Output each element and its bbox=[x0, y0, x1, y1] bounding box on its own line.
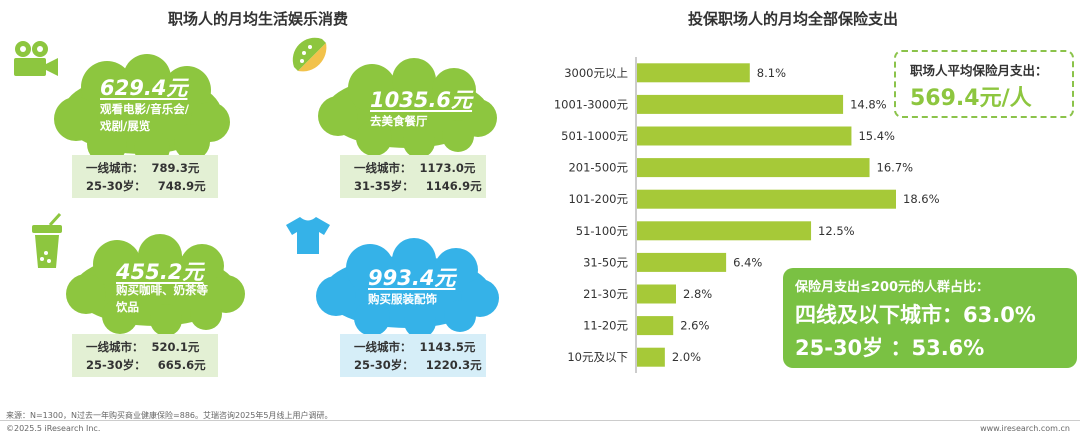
category-label: 31-50元 bbox=[583, 255, 628, 269]
average-insurance-callout: 职场人平均保险月支出： 569.4元/人 bbox=[894, 50, 1074, 118]
tshirt-icon bbox=[284, 215, 332, 259]
category-label: 51-100元 bbox=[576, 224, 629, 238]
consumption-cloud-drinks: 455.2元 购买咖啡、奶茶等 饮品 bbox=[62, 234, 248, 336]
highlight-heading: 保险月支出≤200元的人群占比： bbox=[795, 280, 990, 295]
bar bbox=[637, 347, 665, 367]
bar bbox=[637, 316, 674, 336]
stat-line: 31-35岁： 1146.9元 bbox=[354, 179, 482, 193]
consumption-amount: 1035.6元 bbox=[370, 88, 473, 112]
consumption-description: 购买服装配饰 bbox=[368, 292, 437, 306]
callout-label: 职场人平均保险月支出： bbox=[910, 63, 1048, 78]
stat-line: 一线城市： 1173.0元 bbox=[354, 161, 476, 175]
category-label: 1001-3000元 bbox=[554, 97, 629, 111]
bar bbox=[637, 189, 896, 209]
consumption-stat-box: 一线城市： 1143.5元 25-30岁： 1220.3元 bbox=[340, 334, 486, 377]
value-label: 15.4% bbox=[858, 129, 895, 143]
value-label: 2.6% bbox=[680, 319, 709, 333]
consumption-cloud-dining: 1035.6元 去美食餐厅 bbox=[314, 58, 500, 158]
consumption-amount: 455.2元 bbox=[116, 260, 204, 284]
stat-line: 一线城市： 1143.5元 bbox=[354, 340, 476, 354]
website: www.iresearch.com.cn bbox=[980, 424, 1070, 433]
category-label: 21-30元 bbox=[583, 287, 628, 301]
consumption-stat-box: 一线城市： 520.1元 25-30岁： 665.6元 bbox=[72, 334, 218, 377]
consumption-cloud-clothing: 993.4元 购买服装配饰 bbox=[312, 238, 502, 338]
bar bbox=[637, 126, 852, 146]
category-label: 10元及以下 bbox=[567, 350, 628, 364]
footer-divider bbox=[0, 420, 1080, 421]
stat-line: 25-30岁： 665.6元 bbox=[86, 358, 206, 372]
taco-icon bbox=[288, 33, 330, 79]
bar bbox=[637, 63, 750, 83]
highlight-line-1: 四线及以下城市：63.0% bbox=[795, 303, 1036, 327]
bar bbox=[637, 94, 844, 114]
value-label: 2.0% bbox=[672, 350, 701, 364]
category-label: 201-500元 bbox=[568, 161, 628, 175]
consumption-description: 观看电影/音乐会/ 戏剧/展览 bbox=[100, 102, 189, 133]
highlight-box: 保险月支出≤200元的人群占比： 四线及以下城市：63.0% 25-30岁 ：5… bbox=[783, 268, 1077, 368]
source-note: 来源：N=1300，N过去一年购买商业健康保险=886。艾瑞咨询2025年5月线… bbox=[6, 411, 333, 420]
stat-line: 一线城市： 520.1元 bbox=[86, 340, 200, 354]
category-label: 501-1000元 bbox=[561, 129, 628, 143]
stat-line: 一线城市： 789.3元 bbox=[86, 161, 200, 175]
category-label: 101-200元 bbox=[568, 192, 628, 206]
category-label: 11-20元 bbox=[583, 319, 628, 333]
movie-camera-icon bbox=[12, 40, 60, 82]
consumption-amount: 629.4元 bbox=[100, 76, 188, 100]
value-label: 2.8% bbox=[683, 287, 712, 301]
bar bbox=[637, 284, 676, 304]
value-label: 18.6% bbox=[903, 192, 940, 206]
callout-value: 569.4元/人 bbox=[910, 86, 1032, 111]
bar bbox=[637, 158, 870, 178]
consumption-amount: 993.4元 bbox=[368, 266, 456, 290]
bar bbox=[637, 252, 727, 272]
left-section-title: 职场人的月均生活娱乐消费 bbox=[168, 10, 349, 28]
right-section-title: 投保职场人的月均全部保险支出 bbox=[688, 10, 899, 28]
drink-cup-icon bbox=[30, 212, 64, 273]
copyright: ©2025.5 iResearch Inc. bbox=[6, 424, 101, 433]
value-label: 14.8% bbox=[850, 97, 887, 111]
consumption-description: 购买咖啡、奶茶等 饮品 bbox=[116, 283, 208, 314]
consumption-stat-box: 一线城市： 1173.0元 31-35岁： 1146.9元 bbox=[340, 155, 486, 198]
consumption-description: 去美食餐厅 bbox=[370, 114, 428, 128]
bar bbox=[637, 221, 812, 241]
value-label: 16.7% bbox=[877, 161, 914, 175]
stat-line: 25-30岁： 1220.3元 bbox=[354, 358, 482, 372]
highlight-line-2: 25-30岁 ：53.6% bbox=[795, 336, 985, 360]
value-label: 6.4% bbox=[733, 255, 762, 269]
consumption-stat-box: 一线城市： 789.3元 25-30岁： 748.9元 bbox=[72, 155, 218, 198]
value-label: 8.1% bbox=[757, 66, 786, 80]
stat-line: 25-30岁： 748.9元 bbox=[86, 179, 206, 193]
value-label: 12.5% bbox=[818, 224, 855, 238]
category-label: 3000元以上 bbox=[564, 66, 628, 80]
